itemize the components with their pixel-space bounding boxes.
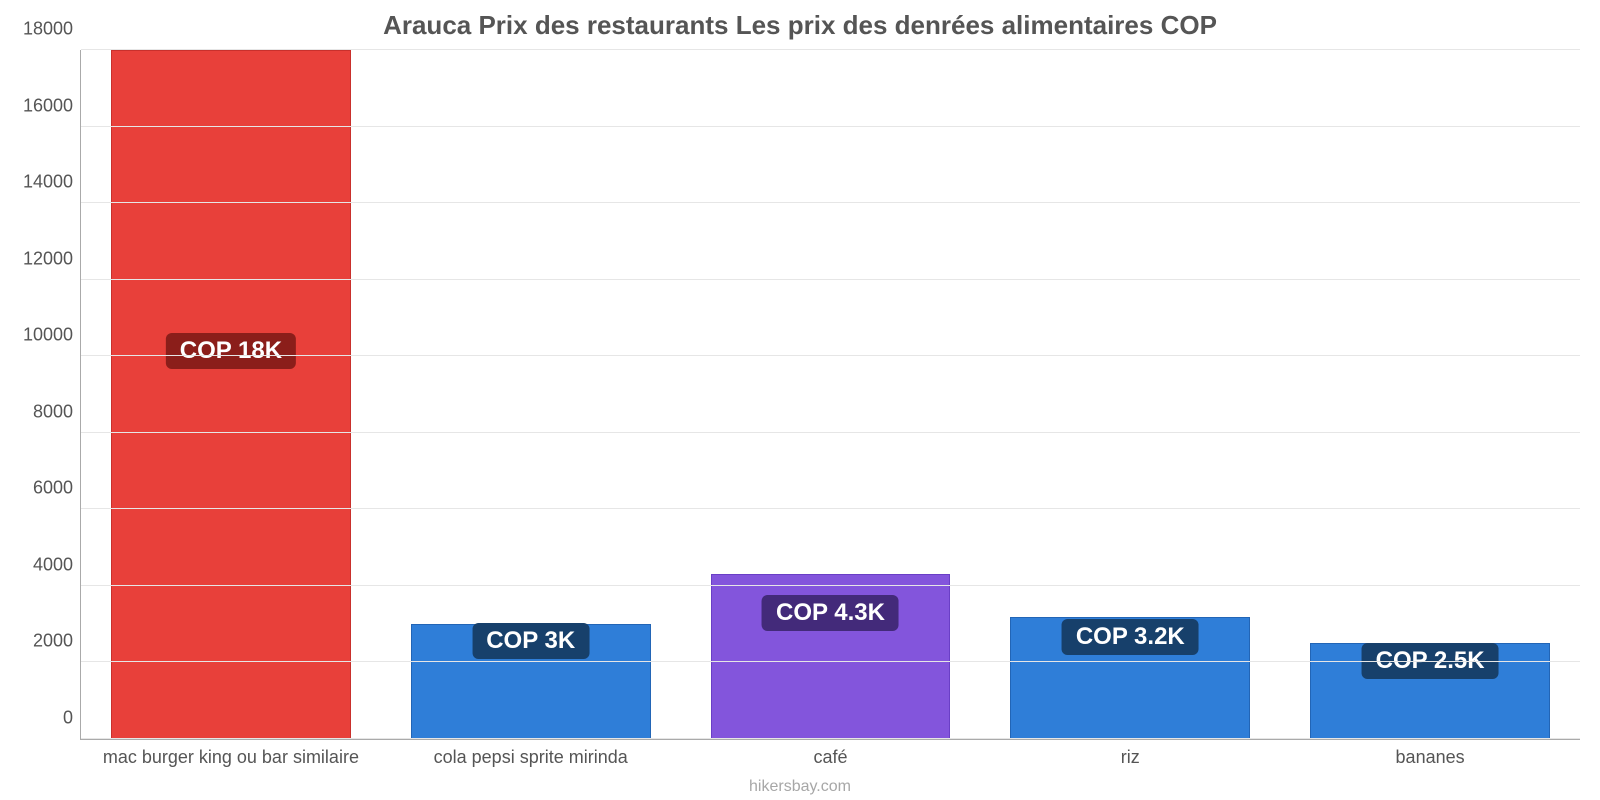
bar-value-label: COP 3.2K bbox=[1062, 619, 1199, 655]
bar-slot: COP 18Kmac burger king ou bar similaire bbox=[81, 50, 381, 739]
gridline bbox=[81, 738, 1580, 739]
bar bbox=[111, 50, 351, 739]
y-tick-label: 0 bbox=[63, 708, 81, 729]
x-tick-label: cola pepsi sprite mirinda bbox=[381, 739, 681, 768]
gridline bbox=[81, 585, 1580, 586]
bar-value-label: COP 3K bbox=[472, 623, 589, 659]
x-tick-label: riz bbox=[980, 739, 1280, 768]
y-tick-label: 18000 bbox=[23, 19, 81, 40]
plot-area: COP 18Kmac burger king ou bar similaireC… bbox=[80, 50, 1580, 740]
bar-layer: COP 18Kmac burger king ou bar similaireC… bbox=[81, 50, 1580, 739]
x-tick-label: café bbox=[681, 739, 981, 768]
gridline bbox=[81, 49, 1580, 50]
gridline bbox=[81, 126, 1580, 127]
y-tick-label: 6000 bbox=[33, 478, 81, 499]
bar-slot: COP 4.3Kcafé bbox=[681, 50, 981, 739]
y-tick-label: 8000 bbox=[33, 401, 81, 422]
gridline bbox=[81, 432, 1580, 433]
y-tick-label: 12000 bbox=[23, 248, 81, 269]
bar-slot: COP 3Kcola pepsi sprite mirinda bbox=[381, 50, 681, 739]
gridline bbox=[81, 355, 1580, 356]
y-tick-label: 14000 bbox=[23, 172, 81, 193]
y-tick-label: 10000 bbox=[23, 325, 81, 346]
gridline bbox=[81, 279, 1580, 280]
bar-value-label: COP 18K bbox=[166, 333, 296, 369]
gridline bbox=[81, 661, 1580, 662]
x-tick-label: mac burger king ou bar similaire bbox=[81, 739, 381, 768]
chart-container: Arauca Prix des restaurants Les prix des… bbox=[0, 0, 1600, 800]
watermark: hikersbay.com bbox=[0, 778, 1600, 796]
gridline bbox=[81, 508, 1580, 509]
gridline bbox=[81, 202, 1580, 203]
y-tick-label: 2000 bbox=[33, 631, 81, 652]
y-tick-label: 4000 bbox=[33, 554, 81, 575]
bar-slot: COP 2.5Kbananes bbox=[1280, 50, 1580, 739]
chart-title: Arauca Prix des restaurants Les prix des… bbox=[0, 0, 1600, 41]
bar-value-label: COP 4.3K bbox=[762, 595, 899, 631]
bar-slot: COP 3.2Kriz bbox=[980, 50, 1280, 739]
x-tick-label: bananes bbox=[1280, 739, 1580, 768]
y-tick-label: 16000 bbox=[23, 95, 81, 116]
